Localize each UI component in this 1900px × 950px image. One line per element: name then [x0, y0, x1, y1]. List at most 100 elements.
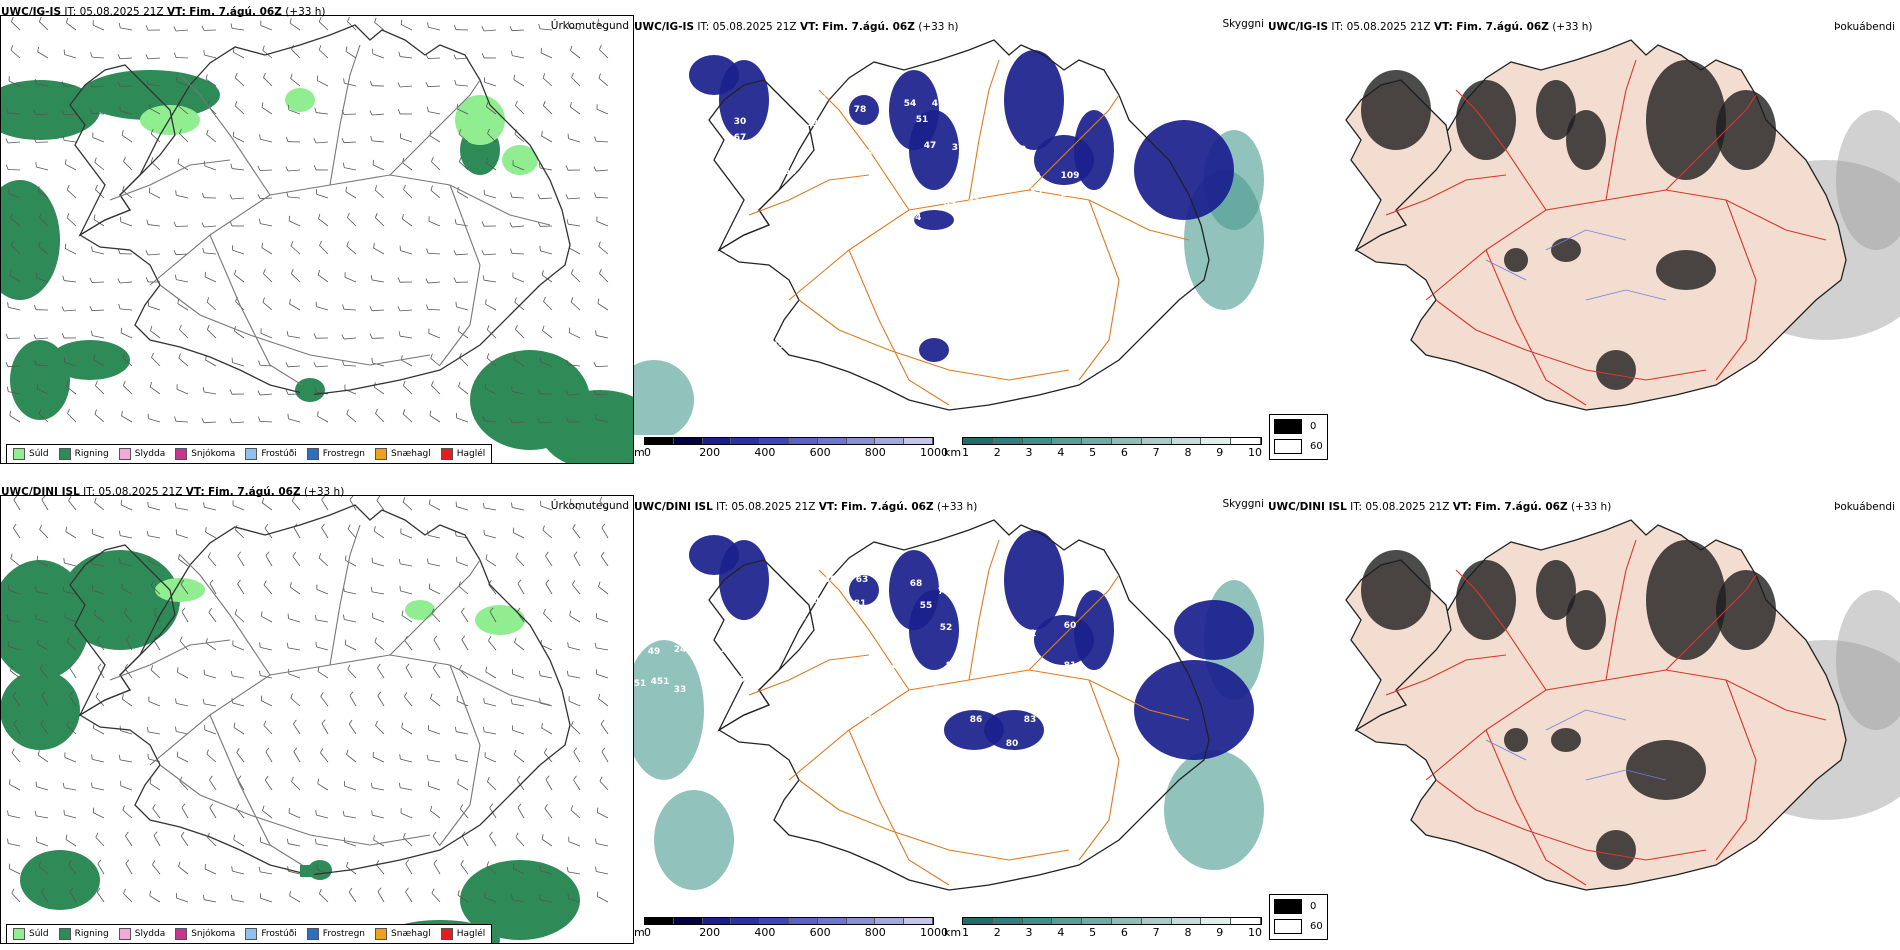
- legend-label: Frostúði: [261, 929, 297, 939]
- colorbar-segment: [817, 438, 847, 444]
- legend-item: Frostúði: [245, 448, 297, 460]
- panel-header: UWC/IG-IS IT: 05.08.2025 21Z VT: Fim. 7.…: [1, 6, 326, 18]
- colorbar-tick: 9: [1216, 446, 1224, 459]
- colorbar-tick: 8: [1184, 926, 1192, 939]
- legend-label: Rigning: [74, 449, 109, 459]
- cloud-base-colorbar: m 0 200 400 600 800 1000: [634, 437, 948, 463]
- legend-item: Haglél: [440, 448, 486, 460]
- cloud-base-label: 104: [675, 191, 694, 201]
- colorbar-segment: [1052, 918, 1083, 924]
- cloud-base-label: 74: [938, 587, 951, 597]
- cloud-base-label: 110: [1061, 189, 1080, 199]
- colorbar-tick: 7: [1152, 926, 1160, 939]
- cloud-base-label: 83: [648, 99, 661, 109]
- fog-legend-item: 60: [1274, 439, 1323, 454]
- row-2-visibility-map[interactable]: 6041555166717810582544924199193810961514…: [634, 480, 1266, 950]
- colorbar-tick: 400: [754, 926, 776, 939]
- cloud-base-label: 34: [838, 99, 851, 109]
- colorbar-segment: [1082, 918, 1112, 924]
- cloud-base-label: 69: [794, 717, 807, 727]
- panel-title: Þokuábendi: [1834, 501, 1895, 513]
- colorbar-segment: [1231, 438, 1261, 444]
- cloud-base-label: 29: [1028, 171, 1041, 181]
- legend-label: Frostúði: [261, 449, 297, 459]
- colorbar-segment: [1201, 438, 1232, 444]
- colorbar-segment: [1141, 918, 1172, 924]
- fog-legend-item: 0: [1274, 419, 1316, 434]
- cloud-base-label: 64: [784, 167, 797, 177]
- row-1-precip-map[interactable]: [0, 0, 634, 470]
- colorbar-segment: [702, 438, 732, 444]
- legend-item: Rigning: [58, 928, 109, 940]
- colorbar-segment: [788, 918, 818, 924]
- colorbar-tick: 8: [1184, 446, 1192, 459]
- fog-legend-item: 0: [1274, 899, 1316, 914]
- cloud-base-label: 36: [984, 139, 997, 149]
- cloud-base-label: 67: [734, 133, 747, 143]
- cloud-base-label: 131: [827, 197, 846, 207]
- cloud-base-label: 66: [648, 583, 661, 593]
- colorbar-tick: 0: [644, 446, 651, 459]
- colorbar-segment: [731, 438, 761, 444]
- row-2-precip-map[interactable]: [0, 480, 634, 950]
- legend-swatch: [58, 928, 71, 940]
- legend-item: Snjókoma: [175, 448, 235, 460]
- legend-item: Snjókoma: [175, 928, 235, 940]
- fog-legend-label: 0: [1310, 901, 1317, 912]
- legend-label: Haglél: [456, 449, 486, 459]
- panel-title: Úrkomutegund: [550, 500, 629, 512]
- colorbar-tick: 1: [962, 926, 969, 939]
- legend-label: Súld: [29, 449, 49, 459]
- legend-item: Frostregn: [306, 448, 365, 460]
- legend-swatch: [58, 448, 71, 460]
- cloud-base-label: 191: [799, 327, 818, 337]
- cloud-base-label: 49: [772, 341, 785, 351]
- row-1-fog-map[interactable]: [1266, 0, 1900, 470]
- colorbar-segment: [1052, 438, 1083, 444]
- cloud-base-label: 58: [667, 103, 680, 113]
- cloud-base-label: 34: [982, 157, 995, 167]
- cloud-base-label: 45: [860, 149, 873, 159]
- cloud-base-label: 33: [674, 685, 687, 695]
- legend-item: Slydda: [118, 928, 166, 940]
- row-1-visibility-map[interactable]: 6145488358655246821046730744536347839524…: [634, 0, 1266, 470]
- legend-label: Snæhagl: [391, 929, 431, 939]
- cloud-base-label: 84: [846, 677, 859, 687]
- cloud-base-label: 93: [944, 201, 957, 211]
- cloud-base-label: 59: [934, 685, 947, 695]
- cloud-base-label: 46: [814, 597, 827, 607]
- iceland-outline: [69, 504, 571, 876]
- cloud-base-label: 124: [903, 213, 922, 223]
- legend-label: Slydda: [134, 929, 166, 939]
- colorbar-tick: 10: [1248, 926, 1262, 939]
- cloud-base-label: 39: [806, 119, 819, 129]
- cloud-base-label: 74: [744, 221, 757, 231]
- colorbar-unit: km: [944, 926, 962, 939]
- colorbar-segment: [1231, 918, 1261, 924]
- cloud-base-label: 42: [990, 621, 1003, 631]
- colorbar-strip: [962, 437, 1262, 445]
- colorbar-tick: 9: [1216, 926, 1224, 939]
- cloud-base-label: 44: [964, 627, 977, 637]
- legend-swatch: [440, 448, 453, 460]
- colorbar-tick: 600: [809, 926, 831, 939]
- cloud-base-label: 78: [638, 599, 651, 609]
- cloud-base-label: 55: [920, 601, 933, 611]
- legend-item: Rigning: [58, 448, 109, 460]
- row-2-fog-map[interactable]: [1266, 480, 1900, 950]
- cloud-base-label: 31: [1024, 629, 1037, 639]
- colorbar-tick: 3: [1025, 446, 1033, 459]
- cloud-base-label: 57: [958, 587, 971, 597]
- colorbar-tick: 800: [864, 446, 886, 459]
- cloud-base-label: 35: [1030, 187, 1043, 197]
- panel-header: UWC/IG-IS IT: 05.08.2025 21Z VT: Fim. 7.…: [1268, 21, 1593, 33]
- colorbar-segment: [1022, 918, 1053, 924]
- colorbar-segment: [788, 438, 818, 444]
- colorbar-tick: 6: [1120, 926, 1128, 939]
- row-2-precip-type-panel: UWC/DINI ISL IT: 05.08.2025 21Z VT: Fim.…: [0, 480, 634, 950]
- legend-label: Snjókoma: [191, 929, 236, 939]
- colorbar-segment: [846, 438, 876, 444]
- cloud-base-label: 52: [834, 119, 847, 129]
- precip-type-legend: Súld Rigning Slydda Snjókoma Frostúði Frostre…: [6, 924, 493, 944]
- cloud-base-label: 80: [1006, 739, 1019, 749]
